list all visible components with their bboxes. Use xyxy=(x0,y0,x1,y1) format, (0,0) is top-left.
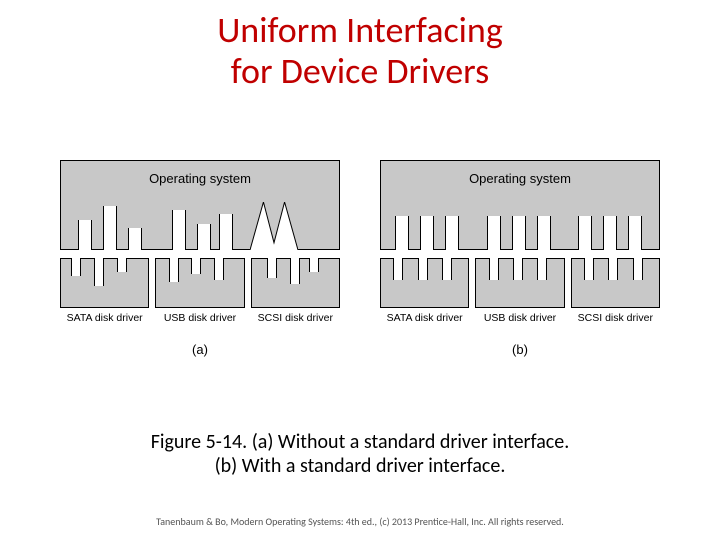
os-slot xyxy=(628,216,642,250)
driver-label-b-0: SATA disk driver xyxy=(380,312,469,324)
driver-a-2 xyxy=(251,258,340,308)
driver-tooth xyxy=(584,258,594,280)
driver-tooth xyxy=(267,258,277,278)
os-slot xyxy=(512,216,526,250)
panel-b: Operating system SATA disk driver USB di… xyxy=(380,160,660,390)
os-spike xyxy=(250,202,298,250)
driver-a-1 xyxy=(155,258,244,308)
driver-label-a-0: SATA disk driver xyxy=(60,312,149,324)
title-line-2: for Device Drivers xyxy=(0,51,720,92)
driver-tooth xyxy=(169,258,179,282)
driver-b-1 xyxy=(475,258,564,308)
driver-label-a-1: USB disk driver xyxy=(155,312,244,324)
os-block-a: Operating system xyxy=(60,160,340,250)
driver-tooth xyxy=(489,258,499,280)
os-slot xyxy=(219,214,233,250)
os-slot xyxy=(445,216,459,250)
os-slot xyxy=(103,206,117,250)
driver-tooth xyxy=(214,258,224,280)
panel-label-b: (b) xyxy=(380,342,660,357)
driver-tooth xyxy=(290,258,300,284)
caption-line-1: Figure 5-14. (a) Without a standard driv… xyxy=(0,430,720,454)
driver-tooth xyxy=(633,258,643,280)
os-slot xyxy=(537,216,551,250)
os-label-b: Operating system xyxy=(381,171,659,186)
os-label-a: Operating system xyxy=(61,171,339,186)
driver-b-0 xyxy=(380,258,469,308)
driver-a-0 xyxy=(60,258,149,308)
driver-label-a-2: SCSI disk driver xyxy=(251,312,340,324)
driver-b-2 xyxy=(571,258,660,308)
os-slot xyxy=(197,224,211,250)
driver-label-b-2: SCSI disk driver xyxy=(571,312,660,324)
driver-tooth xyxy=(191,258,201,274)
title-line-1: Uniform Interfacing xyxy=(0,10,720,51)
os-slot xyxy=(78,220,92,250)
os-block-b: Operating system xyxy=(380,160,660,250)
panel-a: Operating system SATA disk driver USB di… xyxy=(60,160,340,390)
figure-caption: Figure 5-14. (a) Without a standard driv… xyxy=(0,430,720,478)
figure-diagram: Operating system SATA disk driver USB di… xyxy=(60,160,660,390)
driver-label-b-1: USB disk driver xyxy=(475,312,564,324)
driver-tooth xyxy=(608,258,618,280)
driver-tooth xyxy=(393,258,403,280)
slide-title: Uniform Interfacing for Device Drivers xyxy=(0,10,720,93)
driver-tooth xyxy=(442,258,452,280)
os-slot xyxy=(128,228,142,250)
os-slot xyxy=(395,216,409,250)
os-slot xyxy=(420,216,434,250)
driver-row-b xyxy=(380,258,660,308)
driver-labels-b: SATA disk driver USB disk driver SCSI di… xyxy=(380,312,660,324)
driver-row-a xyxy=(60,258,340,308)
driver-tooth xyxy=(513,258,523,280)
driver-tooth xyxy=(117,258,127,272)
driver-tooth xyxy=(94,258,104,286)
driver-tooth xyxy=(537,258,547,280)
os-slot xyxy=(578,216,592,250)
driver-tooth xyxy=(309,258,319,272)
driver-labels-a: SATA disk driver USB disk driver SCSI di… xyxy=(60,312,340,324)
os-slot xyxy=(603,216,617,250)
driver-tooth xyxy=(71,258,81,276)
copyright-text: Tanenbaum & Bo, Modern Operating Systems… xyxy=(0,515,720,528)
driver-tooth xyxy=(418,258,428,280)
caption-line-2: (b) With a standard driver interface. xyxy=(0,454,720,478)
os-slot xyxy=(172,210,186,250)
os-slot xyxy=(487,216,501,250)
panel-label-a: (a) xyxy=(60,342,340,357)
